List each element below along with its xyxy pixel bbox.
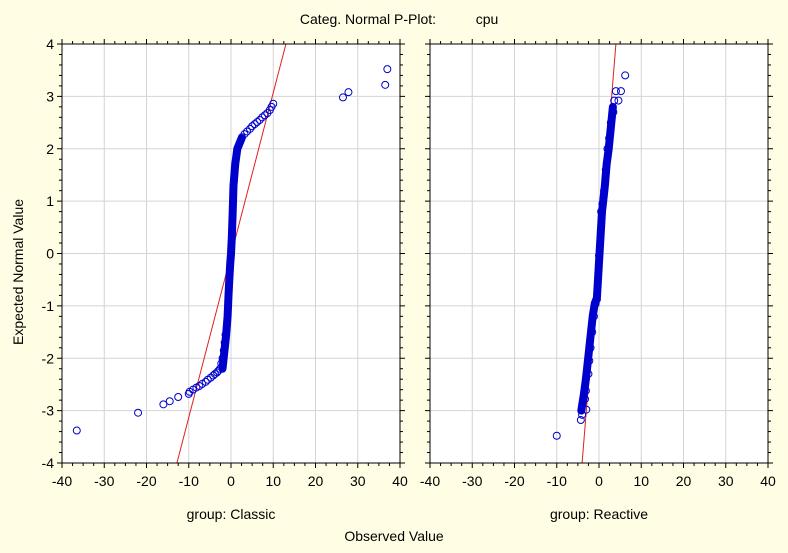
- data-point: [576, 416, 585, 425]
- data-point: [597, 207, 606, 216]
- x-tick-label: 0: [227, 473, 235, 489]
- data-point: [201, 377, 210, 386]
- data-point: [381, 80, 390, 89]
- data-point: [260, 111, 269, 120]
- data-point: [598, 199, 607, 208]
- x-tick-label: 10: [265, 473, 281, 489]
- x-tick-label: -30: [462, 473, 482, 489]
- data-point: [383, 65, 392, 74]
- x-tick-label: -40: [52, 473, 72, 489]
- data-point: [586, 343, 595, 352]
- data-point: [621, 71, 630, 80]
- y-tick-label: -2: [42, 350, 55, 366]
- y-tick-label: -1: [42, 298, 55, 314]
- data-point: [595, 251, 603, 260]
- chart-title: Categ. Normal P-Plot:: [300, 11, 436, 27]
- y-tick-label: 2: [46, 141, 54, 157]
- data-point: [581, 395, 590, 404]
- x-tick-label: -10: [547, 473, 567, 489]
- data-point: [591, 299, 600, 308]
- data-point: [585, 356, 594, 365]
- data-point: [159, 400, 168, 409]
- data-point: [216, 364, 225, 373]
- variable-name: cpu: [476, 11, 499, 27]
- plot-panel-0: -40 -30 -20 -10 0 10 20 30 4043210-1-2-3-4group:…: [42, 36, 408, 522]
- data-point: [584, 369, 593, 378]
- y-tick-label: 1: [46, 193, 54, 209]
- x-tick-label: 20: [308, 473, 324, 489]
- y-tick-label: 4: [46, 36, 54, 52]
- data-point: [218, 354, 227, 363]
- y-axis-label: Expected Normal Value: [10, 199, 26, 345]
- x-tick-label: 20: [676, 473, 692, 489]
- data-point: [344, 88, 353, 97]
- data-point: [589, 312, 598, 321]
- data-point: [611, 87, 620, 96]
- data-point: [614, 96, 623, 105]
- x-tick-label: -20: [504, 473, 524, 489]
- x-tick-label: -20: [136, 473, 156, 489]
- x-tick-label: 40: [760, 473, 776, 489]
- y-tick-label: -4: [42, 455, 55, 471]
- data-point: [582, 405, 591, 414]
- data-point: [174, 393, 183, 402]
- x-tick-label: 40: [392, 473, 408, 489]
- data-point: [610, 96, 619, 105]
- data-point: [581, 386, 590, 395]
- data-point: [165, 397, 174, 406]
- plot-panel-1: -40 -30 -20 -10 0 10 20 30 40 group: Reactive: [420, 39, 776, 522]
- x-tick-label: 30: [350, 473, 366, 489]
- data-point: [338, 93, 347, 102]
- data-point: [578, 410, 587, 419]
- plot-frame: [61, 43, 401, 464]
- dense-point-band: [218, 134, 246, 373]
- data-point: [258, 113, 267, 122]
- x-tick-label: -40: [420, 473, 440, 489]
- x-tick-label: 30: [718, 473, 734, 489]
- x-tick-label: -30: [94, 473, 114, 489]
- x-tick-label: 10: [633, 473, 649, 489]
- data-point: [269, 99, 278, 108]
- data-point: [134, 408, 143, 417]
- data-point: [221, 330, 230, 339]
- x-tick-label: -10: [179, 473, 199, 489]
- data-point: [605, 134, 614, 143]
- data-point: [616, 87, 625, 96]
- data-point: [220, 338, 229, 347]
- data-point: [552, 431, 561, 440]
- data-layer: [72, 44, 392, 463]
- data-point: [214, 366, 223, 375]
- data-point: [248, 122, 257, 131]
- x-tick-label: 0: [595, 473, 603, 489]
- panel-group-label: group: Classic: [187, 506, 276, 522]
- data-point: [588, 328, 597, 337]
- y-tick-label: 0: [46, 246, 54, 262]
- data-point: [592, 295, 601, 304]
- data-point: [72, 426, 81, 435]
- plot-frame: [429, 43, 769, 464]
- data-point: [601, 165, 610, 174]
- data-point: [240, 130, 249, 139]
- data-point: [255, 115, 264, 124]
- data-point: [246, 124, 255, 133]
- data-point: [219, 346, 228, 355]
- data-point: [217, 359, 226, 368]
- data-point: [253, 118, 262, 127]
- y-tick-label: 3: [46, 88, 54, 104]
- data-point: [600, 186, 609, 195]
- data-point: [603, 144, 612, 153]
- panel-group-label: group: Reactive: [550, 506, 648, 522]
- data-point: [606, 118, 615, 127]
- data-point: [609, 108, 618, 117]
- x-axis-label: Observed Value: [344, 528, 444, 544]
- data-point: [250, 120, 259, 129]
- y-tick-label: -3: [42, 403, 55, 419]
- data-layer: [552, 44, 630, 463]
